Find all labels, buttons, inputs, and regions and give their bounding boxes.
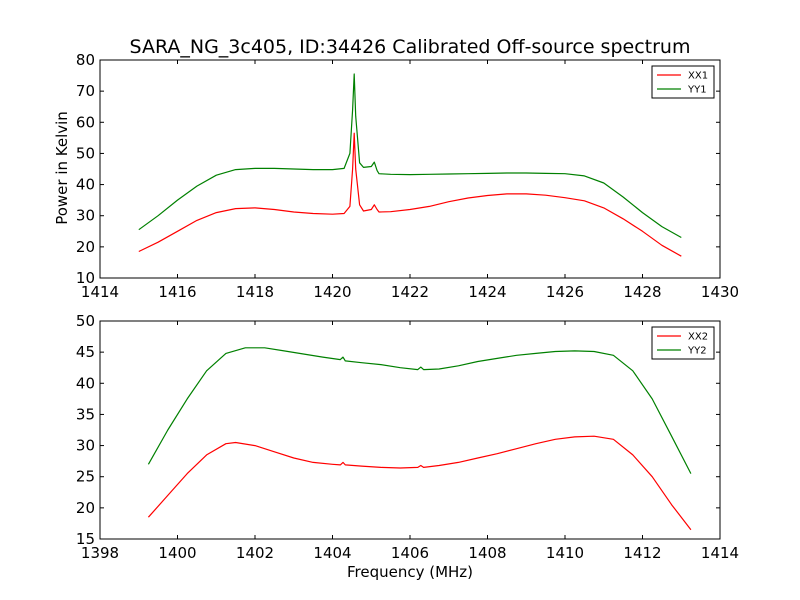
y-tick-label: 25 [76,468,95,486]
y-tick-label: 10 [76,269,95,287]
top-panel: 1414 1416 1418 1420 1422 1424 1426 1428 1430 10 20… [76,51,739,301]
legend-label: YY1 [687,85,707,96]
legend-box [651,326,715,360]
x-tick-label: 1422 [391,283,429,301]
y-tick-label: 50 [76,312,95,330]
x-tick-label: 1408 [468,544,506,562]
legend-label: XX1 [688,71,708,82]
legend-box [651,65,715,99]
x-tick-label: 1414 [701,544,739,562]
y-tick-label: 45 [76,343,95,361]
x-tick-label: 1412 [623,544,661,562]
series-line-xx1 [138,132,682,257]
x-tick-label: 1424 [468,283,506,301]
x-tick-label: 1416 [158,283,196,301]
x-tick-label: 1402 [236,544,274,562]
plot-frame [99,320,721,540]
chart-title: SARA_NG_3c405, ID:34426 Calibrated Off-s… [130,36,691,58]
legend-label: YY2 [687,346,707,357]
x-tick-label: 1398 [81,544,119,562]
bottom-panel: 1398 1400 1402 1404 1406 1408 1410 1412 1414 15 20… [76,312,739,562]
series-line-yy2 [147,347,692,474]
y-tick-label: 40 [76,374,95,392]
plot-frame [99,59,721,279]
series-line-xx2 [147,435,692,531]
y-tick-label: 60 [76,113,95,131]
y-tick-label: 20 [76,238,95,256]
y-tick-label: 35 [76,405,95,423]
x-tick-label: 1418 [236,283,274,301]
x-axis-label: Frequency (MHz) [347,563,473,581]
series-line-yy1 [138,73,682,239]
y-axis-label: Power in Kelvin [53,111,71,225]
y-tick-label: 50 [76,144,95,162]
x-tick-label: 1404 [313,544,351,562]
legend-label: XX2 [688,332,708,343]
y-tick-label: 15 [76,530,95,548]
x-tick-label: 1430 [701,283,739,301]
x-tick-label: 1426 [546,283,584,301]
x-tick-label: 1428 [623,283,661,301]
x-tick-label: 1410 [546,544,584,562]
y-tick-label: 40 [76,176,95,194]
y-tick-label: 30 [76,437,95,455]
x-tick-label: 1400 [158,544,196,562]
x-tick-label: 1406 [391,544,429,562]
y-tick-label: 30 [76,207,95,225]
x-tick-label: 1420 [313,283,351,301]
y-tick-label: 80 [76,51,95,69]
x-tick-label: 1414 [81,283,119,301]
y-tick-label: 70 [76,82,95,100]
y-tick-label: 20 [76,499,95,517]
